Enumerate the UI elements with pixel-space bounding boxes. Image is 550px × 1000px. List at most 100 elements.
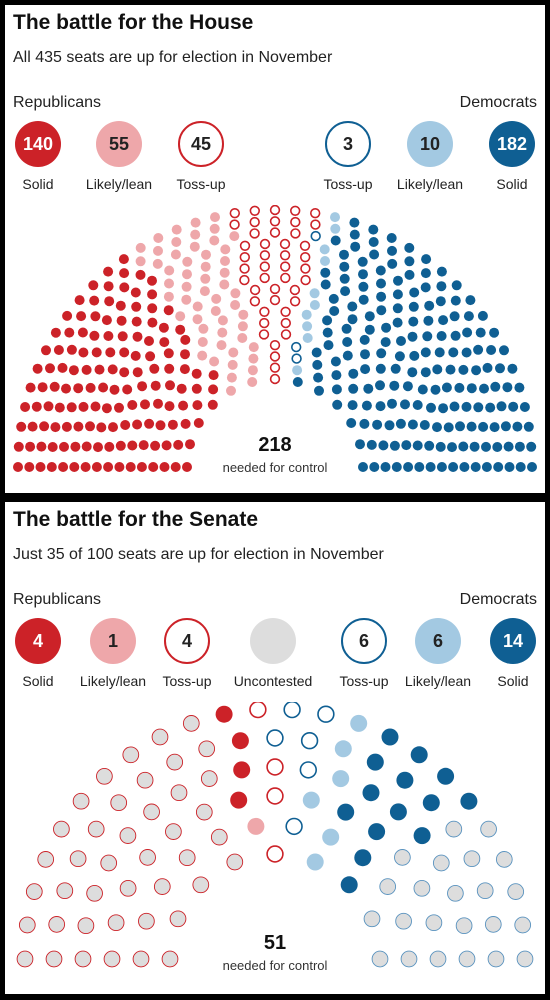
seat-dot (290, 216, 301, 228)
seat-dot (229, 207, 241, 219)
seat-dot (176, 383, 187, 394)
seat-dot (266, 845, 284, 863)
seat-dot (107, 364, 118, 375)
seat-dot (320, 256, 330, 266)
seat-dot (165, 823, 182, 840)
seat-dot (381, 728, 399, 746)
seat-dot (90, 311, 101, 322)
seat-dot (300, 263, 311, 274)
seat-dot (35, 462, 46, 472)
seat-dot (114, 462, 125, 472)
seat-dot (170, 784, 188, 802)
seat-dot (299, 240, 311, 251)
seat-dot (207, 399, 218, 410)
seat-dot (136, 771, 154, 789)
seat-dot (88, 280, 99, 291)
seat-dot (291, 353, 302, 364)
seat-dot (210, 212, 220, 223)
seat-dot (342, 350, 353, 361)
seat-dot (173, 439, 184, 450)
seat-dot (81, 441, 92, 452)
seat-dot (515, 462, 526, 472)
seat-dot (379, 878, 397, 895)
seat-dot (366, 439, 377, 450)
seat-dot (425, 462, 436, 472)
seat-dot (13, 462, 23, 472)
seat-dot (237, 321, 248, 332)
seat-dot (147, 317, 158, 328)
seat-dot (429, 950, 447, 968)
seat-dot (104, 296, 115, 307)
seat-dot (81, 364, 92, 375)
house-majority-number: 218 (258, 434, 292, 456)
seat-dot (163, 348, 174, 359)
seat-dot (220, 256, 230, 266)
house-toss-up-badge: 3 (325, 121, 371, 167)
senate-likely-lean-badge: 6 (415, 618, 461, 664)
seat-dot (77, 327, 88, 338)
seat-dot (404, 256, 415, 267)
seat-dot (300, 251, 311, 263)
seat-dot (220, 244, 231, 255)
seat-dot (135, 269, 146, 280)
senate-uncontested-badge (250, 618, 296, 664)
seat-dot (159, 462, 170, 472)
senate-subtitle: Just 35 of 100 seats are up for election… (13, 546, 384, 563)
seat-dot (334, 740, 352, 758)
seat-dot (115, 440, 126, 451)
seat-dot (118, 254, 129, 265)
seat-dot (470, 462, 481, 472)
seat-dot (436, 462, 447, 472)
seat-dot (514, 441, 525, 452)
seat-dot (389, 440, 400, 451)
seat-dot (152, 258, 163, 269)
seat-dot (481, 462, 492, 472)
seat-dot (314, 385, 324, 396)
seat-dot (239, 240, 251, 251)
seat-dot (347, 314, 358, 325)
seat-dot (164, 363, 175, 374)
senate-badge-label: Solid (497, 673, 529, 689)
seat-dot (455, 421, 465, 432)
seat-dot (77, 917, 95, 935)
seat-dot (279, 250, 291, 261)
house-seat-chart (13, 205, 537, 472)
senate-badge-label: Toss-up (339, 673, 389, 689)
seat-dot (155, 420, 166, 431)
seat-dot (91, 462, 102, 472)
seat-dot (39, 421, 50, 432)
seat-dot (69, 850, 87, 868)
seat-dot (103, 266, 114, 277)
seat-dot (258, 329, 270, 340)
seat-dot (269, 362, 281, 373)
seat-dot (451, 280, 462, 291)
seat-dot (361, 400, 372, 411)
seat-dot (289, 296, 301, 307)
seat-dot (135, 242, 146, 253)
seat-dot (311, 347, 322, 358)
seat-dot (404, 269, 415, 280)
seat-dot (404, 242, 415, 253)
seat-dot (127, 440, 138, 451)
senate-toss-up-badge: 6 (341, 618, 387, 664)
seat-dot (24, 462, 35, 472)
seat-dot (475, 327, 486, 338)
seat-dot (192, 876, 210, 894)
seat-dot (466, 383, 477, 394)
seat-dot (104, 441, 115, 452)
seat-dot (127, 400, 138, 410)
seat-dot (527, 462, 537, 472)
seat-dot (31, 401, 42, 412)
seat-dot (85, 421, 95, 432)
seat-dot (499, 345, 509, 356)
seat-dot (119, 282, 130, 293)
house-badge-label: Toss-up (176, 176, 226, 192)
seat-dot (381, 322, 392, 333)
seat-dot (462, 327, 473, 338)
seat-dot (200, 261, 211, 272)
seat-dot (477, 310, 488, 321)
seat-dot (210, 306, 221, 316)
seat-dot (193, 418, 204, 428)
seat-dot (312, 359, 323, 370)
seat-dot (37, 851, 55, 868)
